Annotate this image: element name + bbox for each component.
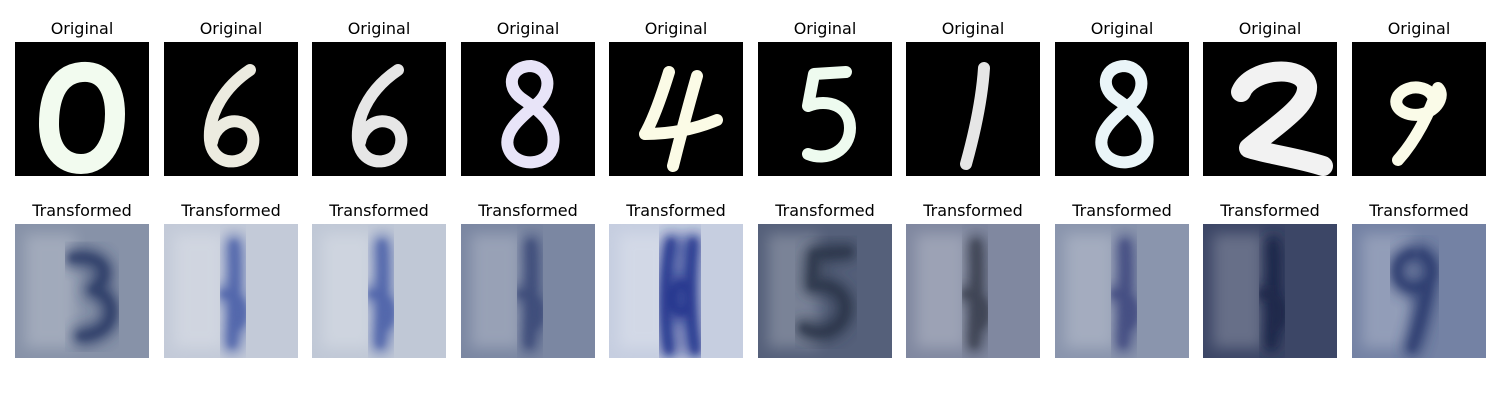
original-image-tile bbox=[1203, 42, 1337, 176]
digit-stroke bbox=[1095, 60, 1154, 169]
original-caption: Original bbox=[645, 19, 708, 38]
transformed-caption: Transformed bbox=[31, 201, 132, 220]
transformed-caption: Transformed bbox=[922, 201, 1023, 220]
transformed-caption: Transformed bbox=[1071, 201, 1172, 220]
transformed-image-tile bbox=[164, 224, 298, 358]
original-caption: Original bbox=[497, 19, 560, 38]
transformed-caption: Transformed bbox=[625, 201, 726, 220]
digit-stroke bbox=[960, 62, 990, 170]
image-background bbox=[312, 42, 446, 176]
transformed-image-tile bbox=[758, 224, 892, 358]
transformed-image-tile bbox=[1055, 224, 1189, 358]
original-caption: Original bbox=[942, 19, 1005, 38]
transformed-image-tile bbox=[15, 224, 149, 358]
original-image-tile bbox=[1352, 42, 1486, 176]
transformed-image-tile bbox=[1203, 224, 1337, 358]
transformed-caption: Transformed bbox=[774, 201, 875, 220]
original-caption: Original bbox=[794, 19, 857, 38]
original-caption: Original bbox=[348, 19, 411, 38]
digit-stroke bbox=[351, 64, 408, 168]
digit-stroke bbox=[639, 66, 723, 172]
original-image-tile bbox=[758, 42, 892, 176]
original-image-tile bbox=[15, 42, 149, 176]
transformed-image-tile bbox=[461, 224, 595, 358]
image-background bbox=[164, 42, 298, 176]
original-image-tile bbox=[461, 42, 595, 176]
transformed-row: Transformed Transformed Transformed Transfo… bbox=[15, 201, 1486, 358]
original-caption: Original bbox=[1388, 19, 1451, 38]
original-image-tile bbox=[609, 42, 743, 176]
original-row: Original Original Original Original Original… bbox=[15, 19, 1486, 176]
transformed-caption: Transformed bbox=[1368, 201, 1469, 220]
transformed-image-tile bbox=[1352, 224, 1486, 358]
digit-stroke bbox=[1231, 61, 1333, 176]
digit-stroke bbox=[39, 61, 125, 174]
transformed-image-tile bbox=[906, 224, 1040, 358]
transformed-image-tile bbox=[312, 224, 446, 358]
transformed-caption: Transformed bbox=[328, 201, 429, 220]
original-image-tile bbox=[906, 42, 1040, 176]
digit-stroke bbox=[203, 64, 260, 168]
transformed-caption: Transformed bbox=[180, 201, 281, 220]
transformed-caption: Transformed bbox=[477, 201, 578, 220]
transformed-image-tile bbox=[609, 224, 743, 358]
digit-stroke bbox=[802, 66, 856, 163]
original-image-tile bbox=[312, 42, 446, 176]
original-caption: Original bbox=[1091, 19, 1154, 38]
transformed-caption: Transformed bbox=[1219, 201, 1320, 220]
original-image-tile bbox=[164, 42, 298, 176]
original-caption: Original bbox=[1239, 19, 1302, 38]
digit-stroke bbox=[501, 60, 560, 169]
original-caption: Original bbox=[200, 19, 263, 38]
digit-stroke bbox=[1390, 81, 1447, 166]
original-image-tile bbox=[1055, 42, 1189, 176]
original-caption: Original bbox=[51, 19, 114, 38]
